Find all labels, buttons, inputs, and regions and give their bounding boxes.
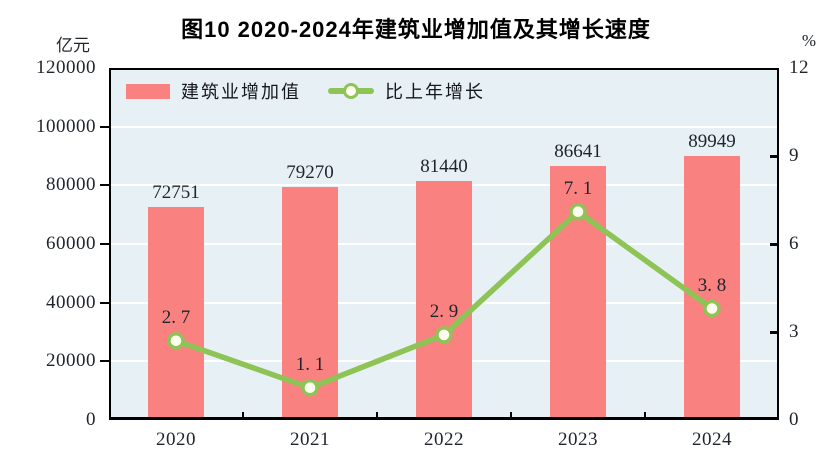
- bar-series-legend-swatch: [126, 83, 170, 99]
- left-axis-tick-label: 40000: [46, 291, 96, 313]
- bar: [416, 181, 472, 420]
- line-series-legend-marker: [328, 83, 374, 99]
- line-series-legend-point: [343, 83, 359, 99]
- bar-value-label: 86641: [554, 140, 602, 162]
- right-axis-tick: [770, 331, 779, 334]
- left-axis-tick-label: 100000: [36, 115, 96, 137]
- left-axis-unit-label: 亿元: [56, 36, 90, 55]
- left-axis-tick: [100, 360, 109, 363]
- bar: [684, 156, 740, 420]
- growth-point-marker: [435, 326, 453, 344]
- left-axis-tick-label: 0: [86, 409, 96, 430]
- growth-value-label: 2. 9: [429, 300, 459, 322]
- growth-value-label: 1. 1: [295, 353, 325, 375]
- x-axis-category-label: 2023: [558, 429, 598, 450]
- right-axis-tick-label: 9: [789, 145, 799, 166]
- left-axis-tick-label: 80000: [46, 174, 96, 196]
- right-axis-unit-label: %: [801, 31, 817, 50]
- x-axis-tick: [510, 412, 512, 420]
- bar-value-label: 81440: [420, 156, 468, 178]
- growth-point-marker: [569, 203, 587, 221]
- growth-line-svg: [167, 203, 721, 397]
- growth-value-label: 3. 8: [697, 274, 727, 296]
- right-axis-tick-label: 12: [789, 57, 809, 78]
- growth-point-marker: [301, 379, 319, 397]
- x-axis-category-label: 2024: [692, 429, 732, 450]
- x-axis-category-label: 2020: [156, 429, 196, 450]
- left-axis-tick-label: 20000: [46, 350, 96, 372]
- right-axis-tick-label: 6: [789, 233, 799, 254]
- growth-value-label: 2. 7: [161, 306, 191, 328]
- left-axis-tick-label: 120000: [36, 57, 96, 78]
- x-axis-category-label: 2021: [290, 429, 330, 450]
- bar-series-legend-label: 建筑业增加值: [181, 82, 301, 102]
- plot-area: 建筑业增加值 比上年增长 72751 79270 81440 86641 89949 2.…: [100, 68, 779, 420]
- right-axis-tick-label: 0: [789, 409, 799, 430]
- left-axis-tick: [100, 243, 109, 245]
- bar-value-label: 89949: [688, 131, 736, 153]
- bar: [148, 206, 204, 420]
- bar-value-label: 72751: [152, 181, 200, 203]
- chart-title: 图10 2020-2024年建筑业增加值及其增长速度: [181, 17, 651, 42]
- bar-value-label: 79270: [286, 162, 334, 184]
- x-axis-tick: [376, 412, 378, 420]
- growth-point-marker: [703, 299, 721, 318]
- growth-point-marker: [167, 332, 185, 350]
- x-axis-tick: [644, 412, 646, 420]
- line-series-legend-label: 比上年增长: [385, 82, 485, 102]
- left-axis-tick: [100, 184, 109, 187]
- x-axis-tick: [242, 412, 244, 420]
- right-axis-tick: [770, 155, 779, 158]
- growth-line: [173, 208, 715, 391]
- right-axis-tick: [770, 243, 779, 246]
- chart-legend: 建筑业增加值 比上年增长: [126, 80, 485, 102]
- grid-line: [109, 125, 779, 128]
- growth-value-label: 7. 1: [563, 177, 593, 199]
- left-axis-tick: [100, 301, 109, 304]
- x-axis-category-label: 2022: [424, 429, 464, 450]
- left-axis-tick-label: 60000: [46, 233, 96, 254]
- right-axis-tick-label: 3: [789, 321, 799, 342]
- left-axis-tick: [100, 125, 109, 128]
